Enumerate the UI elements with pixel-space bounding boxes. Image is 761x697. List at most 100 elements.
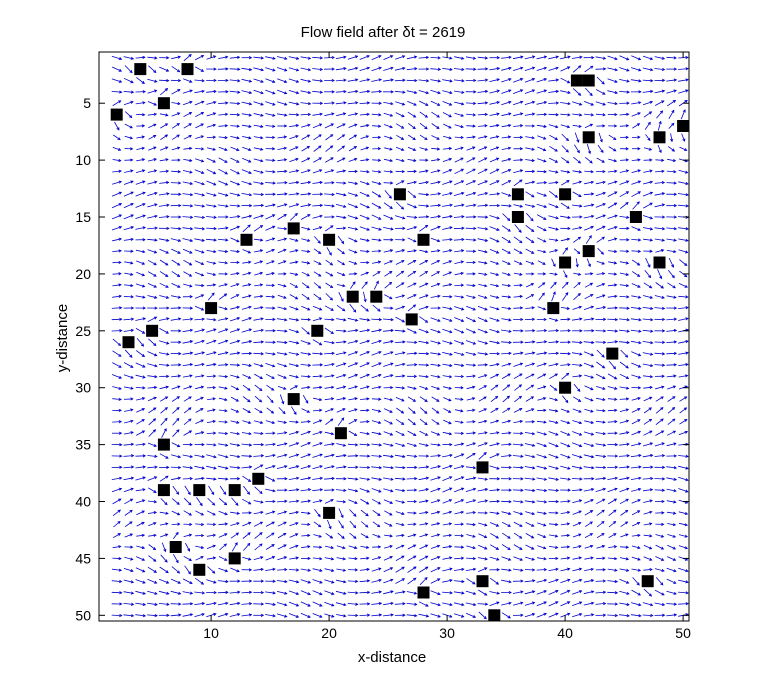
flow-arrow (277, 135, 288, 139)
obstacle-square (193, 563, 206, 576)
flow-arrow (300, 101, 312, 106)
flow-arrow (384, 135, 393, 140)
flow-arrow (347, 78, 359, 82)
flow-arrow (230, 146, 240, 152)
flow-arrow (194, 100, 205, 106)
flow-arrow (454, 135, 464, 140)
flow-arrow (654, 78, 666, 82)
flow-arrow (395, 101, 406, 106)
flow-arrow (383, 238, 394, 242)
flow-arrow (406, 203, 418, 209)
flow-arrow (595, 191, 606, 197)
flow-arrow (183, 112, 193, 118)
flow-arrow (466, 113, 477, 117)
flow-arrow (277, 169, 288, 173)
flow-arrow (513, 179, 523, 187)
flow-arrow (206, 226, 217, 231)
flow-arrow (372, 135, 382, 139)
flow-arrow (548, 78, 560, 82)
flow-arrow (253, 147, 264, 151)
flow-arrow (182, 89, 193, 94)
flow-arrow (206, 168, 217, 175)
flow-arrow (229, 225, 241, 231)
flow-arrow (147, 180, 158, 185)
flow-arrow (194, 158, 205, 163)
flow-arrow (160, 123, 169, 129)
flow-arrow (573, 156, 582, 164)
flow-arrow (384, 190, 392, 199)
flow-arrow (336, 215, 347, 220)
obstacle-square (488, 609, 501, 622)
flow-arrow (619, 79, 630, 83)
flow-arrow (348, 123, 358, 128)
flow-arrow (276, 192, 288, 196)
flow-arrow (477, 203, 489, 207)
flow-arrow (394, 90, 406, 94)
flow-arrow (524, 180, 536, 185)
flow-arrow (442, 169, 453, 174)
flow-arrow (574, 132, 580, 143)
flow-arrow (418, 90, 430, 95)
obstacle-square (346, 290, 359, 303)
flow-arrow (230, 124, 240, 128)
flow-arrow (336, 157, 346, 163)
flow-arrow (123, 226, 135, 231)
flow-arrow (372, 147, 382, 151)
flow-arrow (477, 101, 489, 105)
flow-arrow (288, 203, 300, 208)
flow-arrow (206, 249, 217, 254)
flow-arrow (371, 202, 382, 209)
flow-arrow (253, 192, 265, 197)
flow-arrow (630, 90, 642, 94)
obstacle-square (559, 381, 572, 394)
flow-arrow (548, 180, 559, 185)
flow-arrow (536, 214, 547, 220)
flow-arrow (348, 157, 358, 162)
flow-arrow (124, 135, 134, 140)
flow-arrow (678, 181, 689, 186)
flow-arrow (206, 89, 217, 94)
flow-arrow (525, 224, 535, 233)
flow-arrow (312, 180, 323, 185)
flow-arrow (608, 158, 618, 163)
flow-arrow (170, 227, 182, 231)
flow-arrow (442, 203, 453, 207)
flow-arrow (489, 101, 501, 105)
flow-arrow (466, 146, 476, 151)
flow-arrow (407, 180, 418, 185)
flow-arrow (607, 90, 619, 95)
flow-arrow (642, 227, 654, 231)
flow-arrow (170, 203, 182, 208)
flow-arrow (183, 135, 192, 140)
flow-arrow (135, 226, 147, 230)
x-tick-label: 20 (321, 625, 337, 641)
flow-arrow (537, 158, 547, 163)
flow-arrow (572, 65, 582, 73)
flow-arrow (501, 236, 511, 243)
y-axis-title: y-distance (54, 304, 71, 372)
flow-arrow (595, 113, 606, 117)
flow-arrow (642, 89, 654, 94)
flow-arrow (524, 89, 536, 94)
flow-arrow (477, 192, 489, 196)
flow-arrow (265, 170, 276, 174)
flow-arrow (442, 112, 452, 118)
flow-arrow (466, 124, 476, 128)
flow-arrow (536, 203, 548, 208)
flow-arrow (111, 203, 123, 209)
flow-arrow (123, 237, 134, 242)
flow-arrow (394, 226, 406, 230)
flow-arrow (265, 147, 276, 151)
flow-arrow (678, 89, 689, 94)
flow-arrow (501, 66, 512, 71)
flow-arrow (312, 192, 324, 196)
flow-arrow (489, 192, 501, 196)
flow-arrow (573, 236, 582, 243)
flow-arrow (229, 215, 241, 219)
flow-arrow (608, 146, 617, 152)
flow-arrow (418, 180, 430, 185)
flow-arrow (253, 214, 264, 219)
flow-arrow (218, 249, 229, 253)
flow-arrow (572, 113, 583, 117)
flow-arrow (418, 192, 430, 197)
